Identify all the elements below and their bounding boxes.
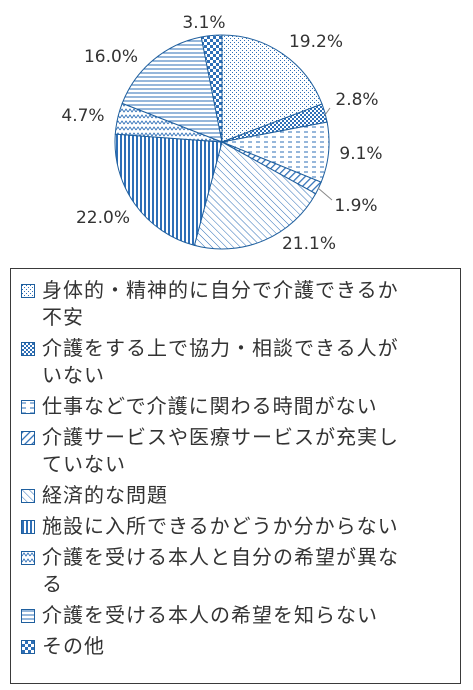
legend-label: その他 [42,633,105,660]
legend-swatch-icon [21,520,35,534]
legend-label-line1: 介護をする上で協力・相談できる人が [42,336,399,360]
data-label-9: 3.1% [182,13,225,33]
data-label-8: 16.0% [84,47,138,67]
pie-slice-9 [200,34,223,143]
pie-slice-6 [114,133,223,246]
legend-label: 施設に入所できるかどうか分からない [42,513,399,540]
legend-label-line2: る [42,572,63,596]
legend-item: 介護サービスや医療サービスが充実し ていない [21,424,454,478]
legend-item: 仕事などで介護に関わる時間がない [21,393,454,420]
legend-swatch-icon [21,284,35,298]
legend-label-line2: いない [42,363,105,387]
pie-chart: 19.2% 2.8% 9.1% 1.9% 21.1% 22.0% 4.7% 16.0% 3.1% [61,13,382,254]
data-label-4: 1.9% [334,196,377,216]
legend-item: その他 [21,633,454,660]
legend-label: 介護を受ける本人の希望を知らない [42,602,378,629]
legend-swatch-icon [21,342,35,356]
data-label-1: 19.2% [289,32,343,52]
legend-label-line1: 経済的な問題 [42,483,168,507]
legend-label: 経済的な問題 [42,482,168,509]
legend-label-line1: 介護を受ける本人の希望を知らない [42,603,378,627]
leader-line-4 [317,187,333,201]
data-label-7: 4.7% [61,106,104,126]
leader-line-2 [324,107,331,116]
legend-label: 介護を受ける本人と自分の希望が異なる [42,544,399,598]
legend-swatch-icon [21,640,35,654]
legend-swatch-icon [21,551,35,565]
chart-legend: 身体的・精神的に自分で介護できるか 不安 介護をする上で協力・相談できる人が いない仕… [10,268,461,684]
legend-label-line1: 仕事などで介護に関わる時間がない [42,394,378,418]
legend-item: 施設に入所できるかどうか分からない [21,513,454,540]
legend-item: 介護をする上で協力・相談できる人が いない [21,335,454,389]
legend-swatch-icon [21,431,35,445]
legend-label: 身体的・精神的に自分で介護できるか 不安 [42,277,399,331]
legend-label: 介護をする上で協力・相談できる人が いない [42,335,399,389]
legend-label-line1: 身体的・精神的に自分で介護できるか [42,278,399,302]
legend-label-line2: 不安 [42,305,84,329]
legend-swatch-icon [21,489,35,503]
legend-label: 仕事などで介護に関わる時間がない [42,393,378,420]
pie-slice-1 [221,34,323,143]
legend-item: 介護を受ける本人と自分の希望が異なる [21,544,454,598]
pie-slice-8 [121,36,223,143]
legend-swatch-icon [21,609,35,623]
legend-label-line1: 施設に入所できるかどうか分からない [42,514,399,538]
legend-item: 介護を受ける本人の希望を知らない [21,602,454,629]
legend-label-line1: その他 [42,634,105,658]
legend-label-line1: 介護サービスや医療サービスが充実し [42,425,399,449]
legend-item: 経済的な問題 [21,482,454,509]
data-label-5: 21.1% [282,234,336,254]
data-label-3: 9.1% [339,144,382,164]
legend-label: 介護サービスや医療サービスが充実し ていない [42,424,399,478]
legend-swatch-icon [21,400,35,414]
legend-label-line1: 介護を受ける本人と自分の希望が異な [42,545,399,569]
legend-item: 身体的・精神的に自分で介護できるか 不安 [21,277,454,331]
data-label-6: 22.0% [76,208,130,228]
legend-label-line2: ていない [42,452,126,476]
data-label-2: 2.8% [335,90,378,110]
pie-slice-5 [193,141,317,250]
